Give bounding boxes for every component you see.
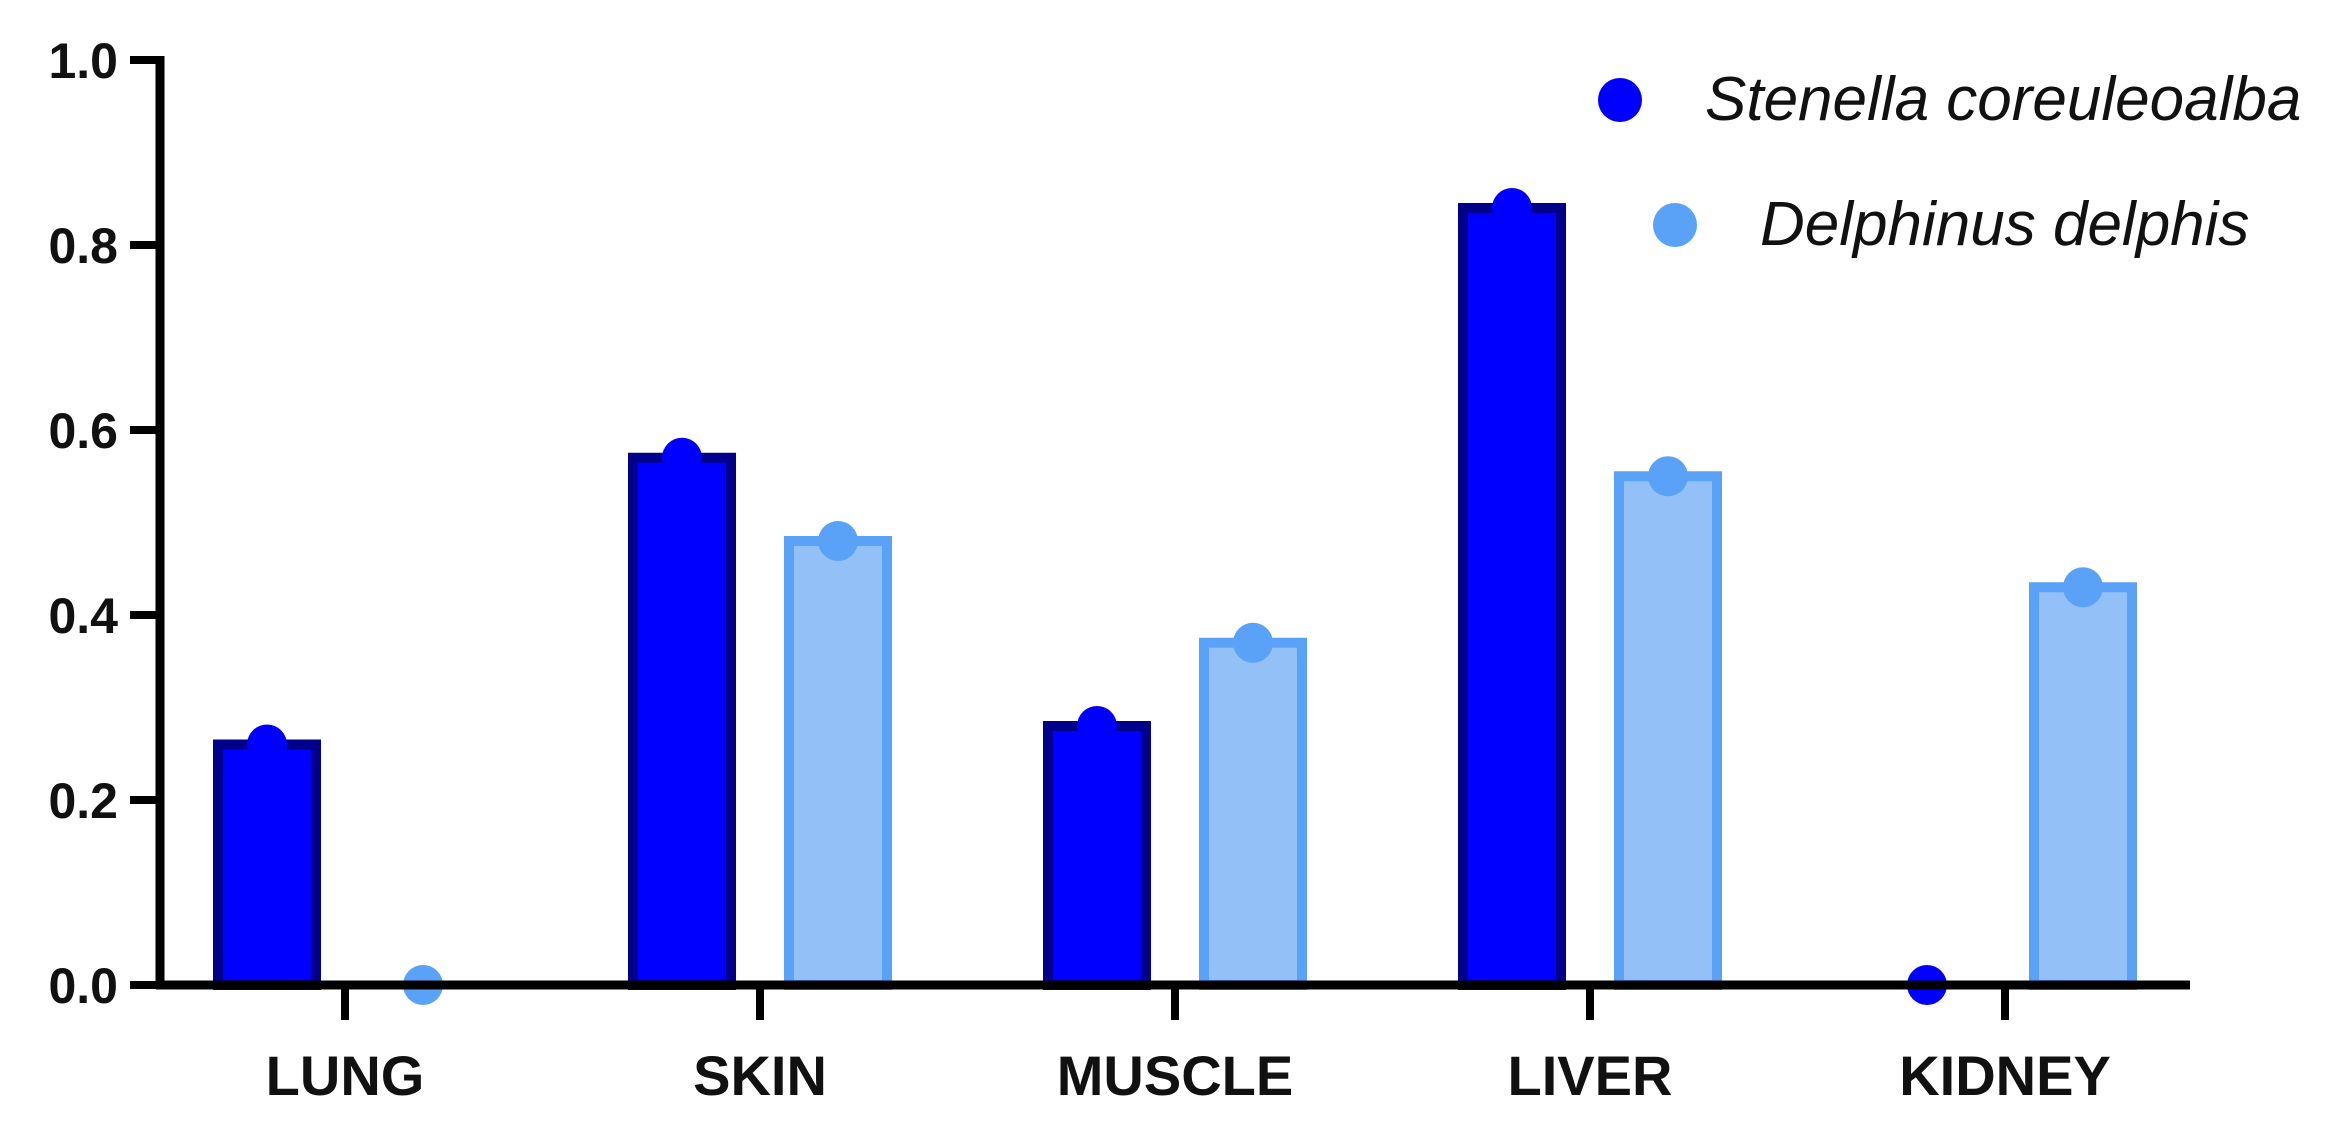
legend-marker-series-1 (1598, 78, 1642, 122)
bar-lung-series-1 (213, 739, 321, 990)
bars-layer (213, 203, 2137, 990)
y-tick-label: 0.2 (48, 773, 118, 829)
marker-liver-series-1 (1492, 188, 1532, 228)
bar-liver-series-2 (1614, 471, 1722, 990)
bar-liver-series-1 (1458, 203, 1566, 990)
tick-labels: 0.0 0.2 0.4 0.6 0.8 1.0 (48, 33, 118, 1014)
bar-skin-series-1 (628, 452, 736, 990)
marker-skin-series-1 (662, 437, 702, 478)
y-tick-label: 0.8 (48, 218, 118, 274)
legend-marker-series-2 (1653, 203, 1697, 247)
category-label-liver: LIVER (1508, 1044, 1673, 1107)
category-label-muscle: MUSCLE (1057, 1044, 1293, 1107)
y-tick-label: 0.4 (48, 588, 118, 644)
marker-skin-series-2 (818, 521, 858, 561)
marker-muscle-series-2 (1233, 622, 1273, 663)
y-tick-label: 0.0 (48, 958, 118, 1014)
category-label-lung: LUNG (266, 1044, 425, 1107)
marker-muscle-series-1 (1077, 706, 1117, 746)
y-tick-label: 0.6 (48, 403, 118, 459)
legend: Stenella coreuleoalba Delphinus delphis (1598, 65, 2301, 259)
marker-liver-series-2 (1648, 456, 1688, 497)
category-label-skin: SKIN (693, 1044, 827, 1107)
category-labels: LUNG SKIN MUSCLE LIVER KIDNEY (266, 1044, 2111, 1107)
legend-label-series-2: Delphinus delphis (1760, 190, 2249, 259)
bar-skin-series-2 (784, 536, 892, 990)
legend-label-series-1: Stenella coreuleoalba (1705, 65, 2301, 134)
marker-kidney-series-2 (2063, 567, 2103, 608)
bar-muscle-series-2 (1199, 637, 1307, 990)
bar-muscle-series-1 (1043, 721, 1151, 990)
marker-lung-series-1 (247, 724, 287, 765)
axes-layer (130, 56, 2190, 1020)
bar-kidney-series-2 (2029, 582, 2137, 990)
markers-layer (247, 188, 2103, 1005)
category-label-kidney: KIDNEY (1899, 1044, 2111, 1107)
y-tick-label: 1.0 (48, 33, 118, 89)
